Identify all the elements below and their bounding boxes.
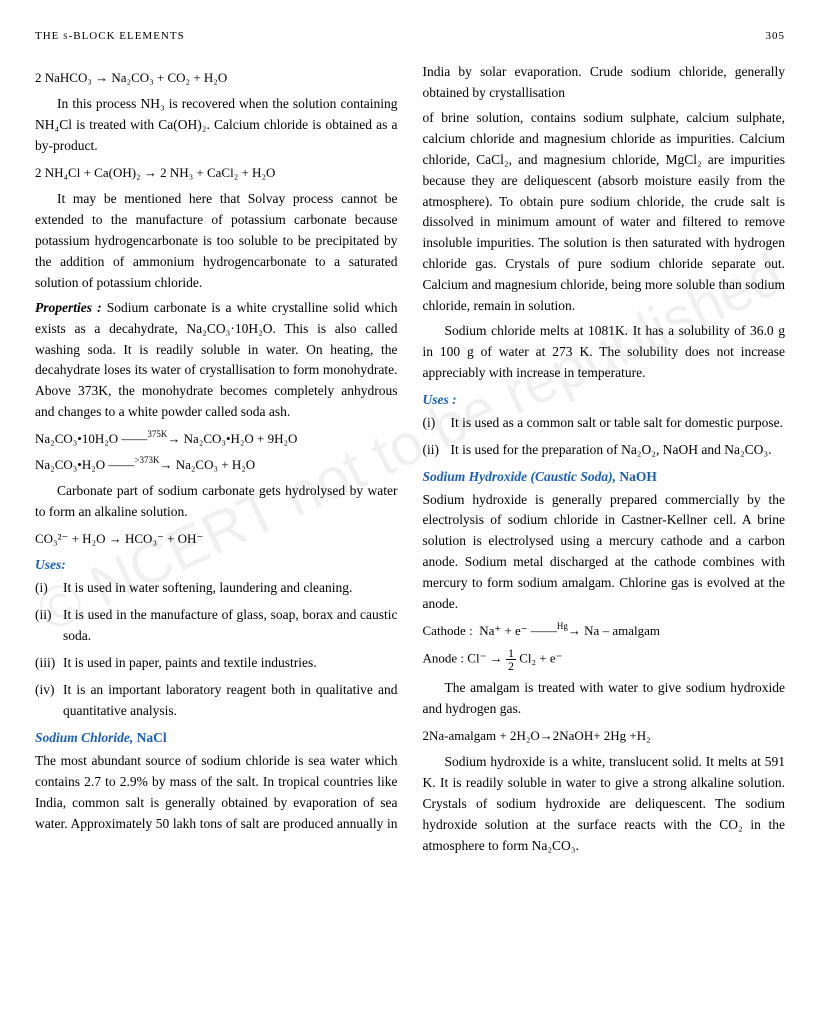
page-content: 2 NaHCO₃ → Na₂CO₃ + CO₂ + H₂O In this pr… (35, 62, 785, 857)
para-properties: Properties : Sodium carbonate is a white… (35, 298, 398, 424)
para-solvay: It may be mentioned here that Solvay pro… (35, 189, 398, 294)
list-text: It is used as a common salt or table sal… (451, 415, 784, 430)
eq-right: Na₂CO₃ + H₂O (176, 457, 255, 472)
equation-anode: Anode : Cl⁻ → 12 Cl₂ + e⁻ (423, 647, 786, 672)
list-text: It is used in water softening, launderin… (63, 580, 352, 595)
uses-title-1: Uses: (35, 555, 398, 576)
eq-condition: >373K (134, 455, 159, 465)
list-text: It is used in paper, paints and textile … (63, 655, 317, 670)
list-item: (i)It is used as a common salt or table … (451, 413, 786, 434)
eq-condition: Hg (557, 621, 568, 631)
naoh-title: Sodium Hydroxide (Caustic Soda), NaOH (423, 467, 786, 488)
cathode-label: Cathode : (423, 623, 473, 638)
uses-list-1: (i)It is used in water softening, launde… (35, 578, 398, 722)
para-nacl-melting: Sodium chloride melts at 1081K. It has a… (423, 321, 786, 384)
equation-decahydrate: Na₂CO₃•10H₂O ——375K→ Na₂CO₃•H₂O + 9H₂O (35, 429, 398, 449)
header-title: THE s-BLOCK ELEMENTS (35, 30, 185, 42)
para-nacl-impurities: of brine solution, contains sodium sulph… (423, 108, 786, 317)
para-amalgam: The amalgam is treated with water to giv… (423, 678, 786, 720)
eq-right: Na – amalgam (584, 623, 660, 638)
eq-left: Na₂CO₃•H₂O (35, 457, 105, 472)
eq-left: Cl⁻ → (467, 651, 502, 666)
para-carbonate-hydrolysis: Carbonate part of sodium carbonate gets … (35, 481, 398, 523)
equation-cathode: Cathode : Na⁺ + e⁻ ——Hg→ Na – amalgam (423, 621, 786, 641)
title-text: Sodium Chloride, (35, 730, 133, 745)
title-formula: NaCl (133, 730, 166, 745)
para-naoh-prep: Sodium hydroxide is generally prepared c… (423, 490, 786, 616)
uses-title-2: Uses : (423, 390, 786, 411)
title-formula: NaOH (616, 469, 657, 484)
list-item: (iv)It is an important laboratory reagen… (63, 680, 398, 722)
list-item: (i)It is used in water softening, launde… (63, 578, 398, 599)
equation-nahco3: 2 NaHCO₃ → Na₂CO₃ + CO₂ + H₂O (35, 68, 398, 88)
title-text: Sodium Hydroxide (Caustic Soda), (423, 469, 617, 484)
equation-monohydrate: Na₂CO₃•H₂O ——>373K→ Na₂CO₃ + H₂O (35, 455, 398, 475)
equation-carbonate: CO₃²⁻ + H₂O → HCO₃⁻ + OH⁻ (35, 529, 398, 549)
equation-amalgam: 2Na-amalgam + 2H₂O→2NaOH+ 2Hg +H₂ (423, 726, 786, 746)
anode-label: Anode : (423, 651, 465, 666)
para-naoh-properties: Sodium hydroxide is a white, translucent… (423, 752, 786, 857)
properties-label: Properties : (35, 300, 102, 315)
equation-nh4cl: 2 NH₄Cl + Ca(OH)₂ → 2 NH₃ + CaCl₂ + H₂O (35, 163, 398, 183)
list-item: (ii)It is used in the manufacture of gla… (63, 605, 398, 647)
list-item: (ii)It is used for the preparation of Na… (451, 440, 786, 461)
list-text: It is used for the preparation of Na₂O₂,… (451, 442, 772, 457)
eq-right: Na₂CO₃•H₂O + 9H₂O (184, 431, 298, 446)
list-text: It is used in the manufacture of glass, … (63, 607, 398, 643)
list-item: (iii)It is used in paper, paints and tex… (63, 653, 398, 674)
para-nh3-recovery: In this process NH₃ is recovered when th… (35, 94, 398, 157)
properties-text: Sodium carbonate is a white crystalline … (35, 300, 398, 420)
eq-left: Na₂CO₃•10H₂O (35, 431, 118, 446)
eq-left: Na⁺ + e⁻ (479, 623, 527, 638)
eq-right: Cl₂ + e⁻ (519, 651, 562, 666)
eq-condition: 375K (147, 429, 167, 439)
list-text: It is an important laboratory reagent bo… (63, 682, 398, 718)
nacl-title: Sodium Chloride, NaCl (35, 728, 398, 749)
uses-list-2: (i)It is used as a common salt or table … (423, 413, 786, 461)
page-number: 305 (766, 30, 786, 42)
page-header: THE s-BLOCK ELEMENTS 305 (35, 30, 785, 42)
